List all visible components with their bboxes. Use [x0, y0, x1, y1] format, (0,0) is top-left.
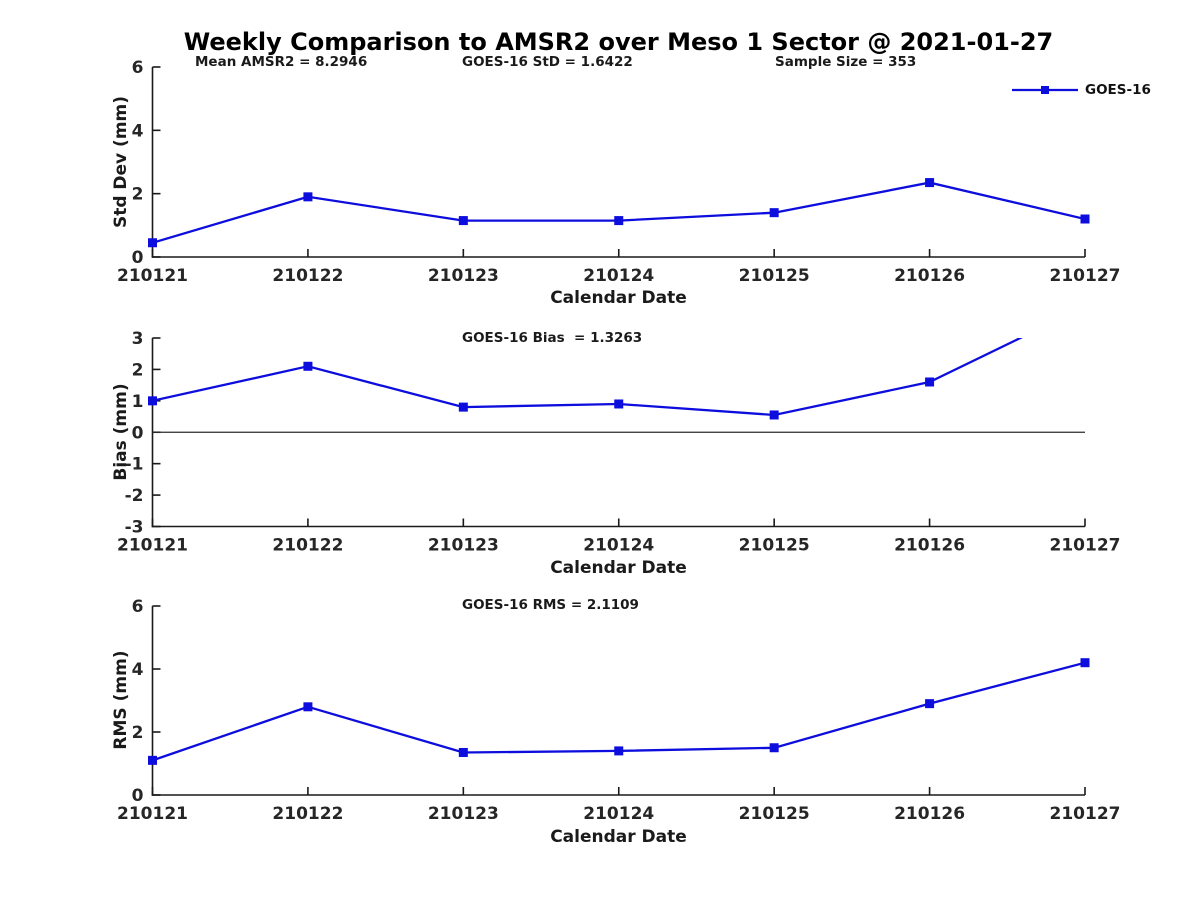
y-tick-label: 0 [132, 423, 144, 443]
bias-data-point-marker [148, 396, 157, 406]
legend-line-marker-icon [1012, 86, 1078, 94]
y-tick-label: 0 [132, 786, 144, 806]
subplot-rms: 0 2 4 6 210121 210122 210123 210124 210125 210126… [117, 597, 1120, 824]
x-tick-label: 210124 [583, 536, 654, 556]
std_dev-data-point-marker [614, 216, 624, 226]
rms-data-point-marker [148, 755, 157, 765]
rms-data-point-marker [769, 743, 779, 753]
annotation-goes-rms: GOES-16 RMS = 2.1109 [462, 597, 639, 613]
y-tick-label: 3 [132, 329, 144, 349]
legend-label: GOES-16 [1085, 82, 1151, 98]
stddev-y-axis-label: Std Dev (mm) [111, 95, 131, 229]
rms-data-point-marker [925, 699, 935, 709]
x-tick-label: 210126 [894, 266, 965, 286]
bias-x-axis-label: Calendar Date [550, 558, 687, 578]
rms-x-axis-label: Calendar Date [550, 827, 687, 847]
x-tick-label: 210125 [739, 536, 810, 556]
x-tick-label: 210125 [739, 266, 810, 286]
rms-y-axis-label: RMS (mm) [111, 650, 131, 750]
x-tick-label: 210124 [583, 266, 654, 286]
y-tick-label: -1 [125, 455, 144, 475]
rms-data-point-marker [303, 702, 313, 712]
y-tick-label: -2 [125, 486, 144, 506]
x-tick-label: 210125 [739, 804, 810, 824]
rms-data-point-marker [614, 746, 624, 756]
rms-data-line [152, 661, 1085, 762]
y-tick-label: 6 [132, 58, 144, 78]
x-tick-label: 210123 [428, 266, 499, 286]
x-tick-label: 210127 [1050, 536, 1121, 556]
x-tick-label: 210121 [117, 536, 188, 556]
bias-data-point-marker [303, 361, 313, 371]
bias-data-point-marker [769, 410, 779, 420]
bias-data-point-marker [925, 377, 935, 387]
x-tick-label: 210124 [583, 804, 654, 824]
x-tick-label: 210121 [117, 804, 188, 824]
subplot-std_dev: 0 2 4 6 210121 210122 210123 210124 210125 210126… [117, 58, 1120, 286]
x-tick-label: 210123 [428, 536, 499, 556]
bias-data-point-marker [614, 399, 624, 409]
x-tick-label: 210121 [117, 266, 188, 286]
stddev-x-axis-label: Calendar Date [550, 288, 687, 308]
y-tick-label: 2 [132, 360, 144, 380]
y-tick-label: 1 [132, 392, 144, 412]
std_dev-data-point-marker [458, 216, 468, 226]
std_dev-data-point-marker [1080, 214, 1090, 224]
std_dev-data-point-marker [303, 192, 313, 202]
bias-data-line [152, 338, 1023, 417]
rms-data-point-marker [1080, 658, 1090, 668]
y-tick-label: 2 [132, 185, 144, 205]
x-tick-label: 210122 [272, 266, 343, 286]
x-tick-label: 210122 [272, 536, 343, 556]
y-tick-label: 0 [132, 248, 144, 268]
std_dev-data-line [152, 181, 1085, 244]
legend: GOES-16 [1012, 82, 1151, 98]
figure-title: Weekly Comparison to AMSR2 over Meso 1 S… [183, 28, 1054, 56]
x-tick-label: 210126 [894, 804, 965, 824]
x-tick-label: 210127 [1050, 804, 1121, 824]
bias-y-axis-label: Bias (mm) [111, 383, 131, 481]
std_dev-data-point-marker [925, 178, 935, 188]
y-tick-label: -3 [125, 518, 144, 538]
annotation-mean-amsr2: Mean AMSR2 = 8.2946 [195, 54, 368, 70]
std_dev-data-point-marker [148, 238, 157, 248]
x-tick-label: 210123 [428, 804, 499, 824]
y-tick-label: 6 [132, 597, 144, 617]
x-tick-label: 210127 [1050, 266, 1121, 286]
std_dev-data-point-marker [769, 208, 779, 218]
x-tick-label: 210126 [894, 536, 965, 556]
annotation-sample-size: Sample Size = 353 [775, 54, 917, 70]
annotation-goes-std: GOES-16 StD = 1.6422 [462, 54, 633, 70]
x-tick-label: 210122 [272, 804, 343, 824]
y-tick-label: 4 [132, 660, 144, 680]
y-tick-label: 2 [132, 723, 144, 743]
rms-data-point-marker [458, 747, 468, 757]
annotation-goes-bias: GOES-16 Bias = 1.3263 [462, 330, 643, 346]
bias-data-point-marker [458, 402, 468, 412]
y-tick-label: 4 [132, 121, 144, 141]
